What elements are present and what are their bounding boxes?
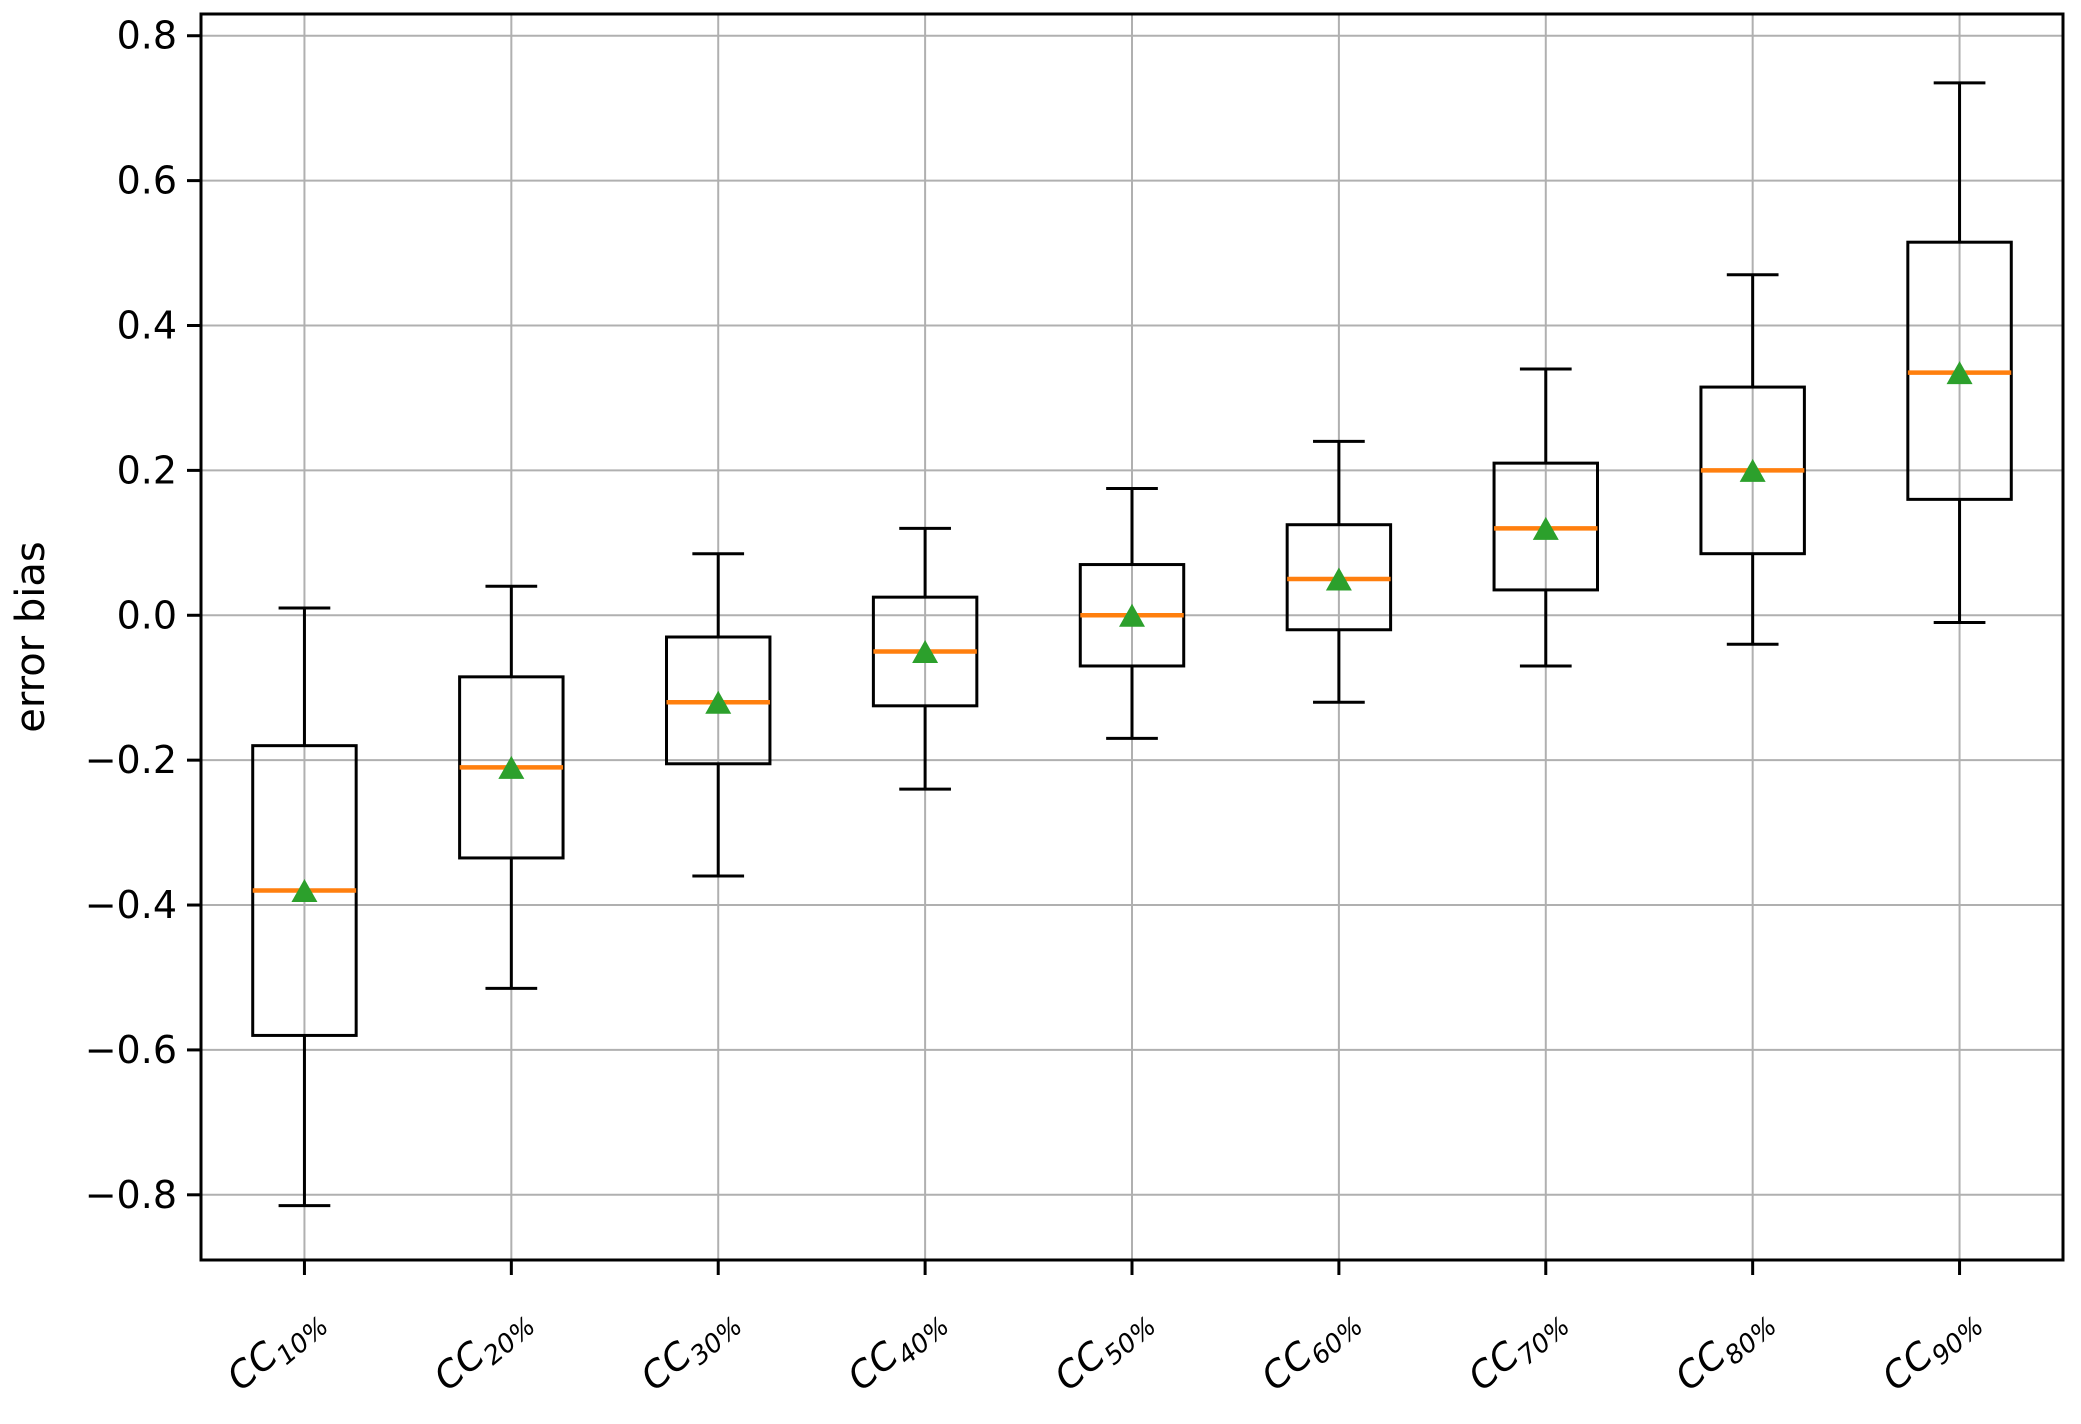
y-tick-label: −0.8 (85, 1173, 177, 1217)
mean-marker (1946, 361, 1973, 385)
y-axis: −0.8 −0.6 −0.4 −0.2 0.0 0.2 0.4 0.6 0.8 (85, 14, 201, 1217)
box-group-CC_60% (1285, 439, 1393, 704)
box-group-CC_90% (1906, 81, 2013, 625)
mean-marker (291, 879, 318, 903)
box-group-CC_20% (458, 584, 565, 990)
box-group-CC_70% (1492, 367, 1599, 668)
box-group-CC_10% (251, 606, 358, 1208)
y-tick-label: 0.6 (117, 159, 177, 203)
box-group-CC_50% (1078, 486, 1186, 740)
y-tick-label: 0.8 (117, 14, 177, 58)
box-group-CC_80% (1699, 273, 1806, 646)
y-tick-label: 0.4 (117, 304, 177, 348)
mean-marker (705, 690, 732, 714)
box-group-CC_40% (871, 526, 979, 791)
y-tick-label: 0.2 (117, 448, 177, 492)
y-tick-label: −0.4 (85, 883, 177, 927)
mean-marker (912, 639, 939, 663)
y-tick-label: −0.2 (85, 738, 177, 782)
mean-marker (1119, 603, 1145, 627)
y-tick-label: 0.0 (117, 593, 177, 637)
mean-marker (1739, 458, 1766, 482)
mean-marker (1325, 567, 1352, 591)
mean-marker (498, 755, 525, 779)
y-axis-title: error bias (8, 541, 54, 732)
y-tick-label: −0.6 (85, 1028, 177, 1072)
box-group-CC_30% (665, 552, 772, 878)
mean-marker (1532, 516, 1559, 540)
